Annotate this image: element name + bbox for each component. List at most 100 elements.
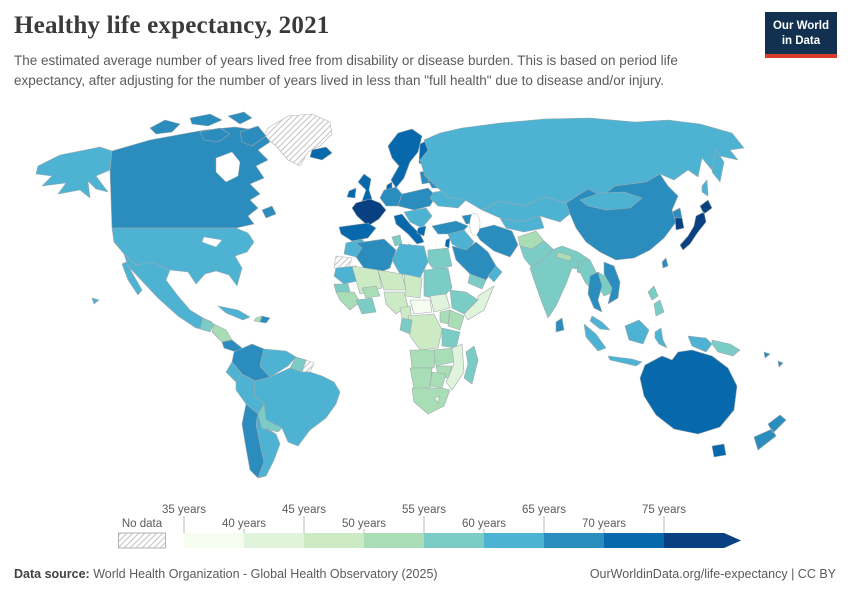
region-senegal[interactable] bbox=[333, 283, 351, 293]
region-greenland[interactable] bbox=[263, 113, 333, 167]
legend-swatch-75 bbox=[664, 533, 724, 548]
region-dominican-republic[interactable] bbox=[259, 315, 271, 324]
legend-label-75: 75 years bbox=[642, 504, 686, 516]
region-alaska[interactable] bbox=[35, 146, 113, 199]
region-fiji[interactable] bbox=[763, 351, 784, 368]
region-somalia[interactable] bbox=[463, 285, 495, 321]
region-japan[interactable] bbox=[679, 199, 713, 251]
legend-ticks bbox=[183, 516, 665, 533]
legend-swatch-60 bbox=[484, 533, 544, 548]
region-venezuela[interactable] bbox=[259, 348, 297, 378]
footer-link[interactable]: OurWorldinData.org/life-expectancy | CC … bbox=[589, 567, 836, 581]
legend-swatch-70 bbox=[604, 533, 664, 548]
inland-water bbox=[201, 151, 481, 248]
page-subtitle: The estimated average number of years li… bbox=[14, 53, 678, 89]
region-scandinavia[interactable] bbox=[387, 128, 423, 189]
region-java[interactable] bbox=[607, 355, 643, 367]
region-iceland[interactable] bbox=[309, 146, 333, 161]
legend-label-65: 65 years bbox=[522, 504, 566, 516]
region-france[interactable] bbox=[351, 198, 387, 227]
region-madagascar[interactable] bbox=[463, 345, 479, 385]
region-drc[interactable] bbox=[407, 313, 443, 351]
region-guinea-region[interactable] bbox=[335, 291, 361, 311]
region-uganda[interactable] bbox=[439, 309, 451, 325]
region-angola[interactable] bbox=[409, 349, 437, 369]
region-west-papua[interactable] bbox=[687, 335, 713, 353]
owid-logo[interactable]: Our World in Data bbox=[764, 12, 837, 58]
region-gabon-congo[interactable] bbox=[399, 317, 413, 335]
region-yemen[interactable] bbox=[467, 273, 487, 290]
region-spain[interactable] bbox=[338, 222, 377, 242]
legend-label-40: 40 years bbox=[222, 518, 266, 530]
region-south-africa[interactable] bbox=[411, 387, 451, 415]
region-mongolia[interactable] bbox=[579, 191, 643, 211]
region-mozambique[interactable] bbox=[445, 343, 465, 391]
region-philippines[interactable] bbox=[647, 285, 665, 317]
region-india[interactable] bbox=[529, 245, 591, 319]
region-guatemala[interactable] bbox=[199, 317, 215, 333]
region-taiwan[interactable] bbox=[661, 257, 669, 269]
region-iran[interactable] bbox=[473, 224, 519, 258]
region-tanzania[interactable] bbox=[441, 327, 461, 349]
region-sri-lanka[interactable] bbox=[555, 317, 565, 333]
region-israel[interactable] bbox=[444, 237, 451, 249]
region-burkina-faso[interactable] bbox=[361, 285, 381, 299]
page-title: Healthy life expectancy, 2021 bbox=[14, 12, 330, 39]
region-libya[interactable] bbox=[391, 243, 429, 279]
region-honduras-nicaragua[interactable] bbox=[211, 323, 233, 343]
region-south-korea[interactable] bbox=[674, 217, 685, 231]
region-tasmania[interactable] bbox=[711, 443, 727, 458]
region-lesotho[interactable] bbox=[433, 395, 441, 404]
region-borneo[interactable] bbox=[624, 319, 650, 345]
region-guyanas[interactable] bbox=[289, 356, 307, 373]
region-central-europe[interactable] bbox=[397, 187, 437, 211]
legend-swatch-45 bbox=[304, 533, 364, 548]
legend-label-50: 50 years bbox=[342, 518, 386, 530]
owid-logo-line2: in Data bbox=[781, 34, 821, 47]
region-central-asia[interactable] bbox=[499, 215, 545, 233]
legend-label-60: 60 years bbox=[462, 518, 506, 530]
footer-source-text: World Health Organization - Global Healt… bbox=[89, 567, 438, 581]
legend-swatch-40 bbox=[244, 533, 304, 548]
legend-label-45: 45 years bbox=[282, 504, 326, 516]
region-greece[interactable] bbox=[416, 225, 427, 237]
region-namibia[interactable] bbox=[409, 367, 433, 391]
legend-swatch-65 bbox=[544, 533, 604, 548]
footer-source: Data source: World Health Organization -… bbox=[14, 567, 438, 581]
region-zambia[interactable] bbox=[433, 347, 455, 367]
region-egypt[interactable] bbox=[427, 247, 453, 271]
region-oman[interactable] bbox=[487, 265, 503, 283]
region-cuba[interactable] bbox=[217, 305, 251, 321]
region-sumatra[interactable] bbox=[583, 323, 607, 352]
footer-source-label: Data source: bbox=[14, 567, 90, 581]
region-malaysia[interactable] bbox=[589, 315, 611, 331]
region-hawaii[interactable] bbox=[91, 297, 100, 305]
region-canada[interactable] bbox=[149, 111, 277, 219]
region-botswana[interactable] bbox=[429, 371, 447, 389]
legend-label-55: 55 years bbox=[402, 504, 446, 516]
region-mexico[interactable] bbox=[121, 253, 213, 331]
region-balkans[interactable] bbox=[403, 207, 433, 229]
region-russia[interactable] bbox=[701, 149, 725, 197]
legend-color-bar[interactable] bbox=[184, 533, 741, 548]
region-ireland[interactable] bbox=[346, 187, 357, 199]
legend-swatch-55 bbox=[424, 533, 484, 548]
region-new-zealand[interactable] bbox=[753, 414, 787, 451]
region-central-african-republic[interactable] bbox=[409, 299, 433, 315]
legend-no-data-swatch[interactable] bbox=[118, 532, 166, 549]
region-chad[interactable] bbox=[403, 273, 423, 299]
region-sulawesi[interactable] bbox=[654, 327, 668, 349]
region-thailand[interactable] bbox=[587, 271, 603, 313]
region-ivory-coast-ghana[interactable] bbox=[355, 297, 377, 315]
region-vietnam[interactable] bbox=[603, 261, 621, 305]
legend-arrow bbox=[724, 533, 741, 548]
region-uk[interactable] bbox=[357, 173, 373, 202]
region-argentina[interactable] bbox=[255, 413, 281, 479]
region-papua-new-guinea[interactable] bbox=[711, 339, 741, 357]
legend-swatch-35 bbox=[184, 533, 244, 548]
region-nepal[interactable] bbox=[555, 251, 573, 262]
region-south-sudan[interactable] bbox=[429, 293, 451, 313]
map-legend: No data 35 years 45 years 55 years 65 ye… bbox=[118, 504, 741, 549]
region-australia[interactable] bbox=[639, 349, 738, 435]
